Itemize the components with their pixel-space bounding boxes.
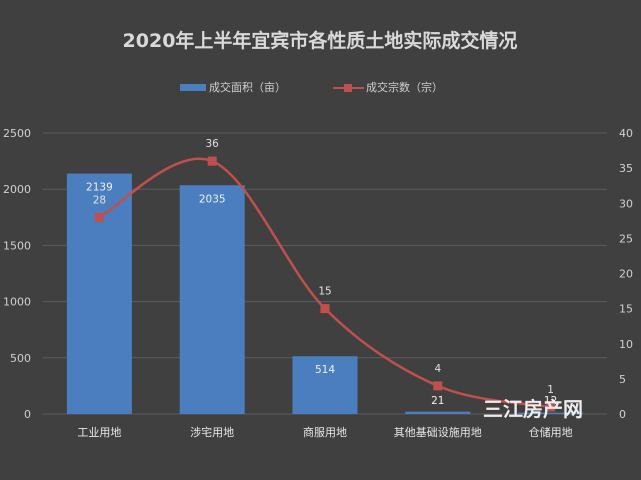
bar-data-label: 514 — [315, 364, 335, 376]
bar-data-label: 2139 — [86, 182, 113, 194]
line-data-label: 36 — [206, 138, 220, 150]
line-point — [546, 402, 556, 412]
line-series — [94, 156, 556, 412]
category-label: 其他基础设施用地 — [394, 426, 482, 439]
right-tick-label: 25 — [619, 232, 633, 245]
category-label: 涉宅用地 — [190, 425, 234, 439]
left-tick-label: 1500 — [3, 239, 31, 252]
bar — [518, 412, 584, 414]
left-tick-label: 500 — [10, 352, 31, 365]
right-tick-label: 0 — [619, 408, 626, 421]
line-point — [207, 156, 217, 166]
left-tick-label: 2000 — [3, 183, 31, 196]
legend: 成交面积（亩） 成交宗数（宗） — [180, 80, 443, 94]
bar-data-label: 2035 — [199, 193, 226, 205]
right-tick-label: 5 — [619, 373, 626, 386]
right-tick-label: 10 — [619, 338, 633, 351]
left-axis: 0 500 1000 1500 2000 2500 — [3, 127, 31, 421]
right-tick-label: 35 — [619, 162, 633, 175]
line-data-label: 15 — [318, 286, 331, 298]
legend-bar-label: 成交面积（亩） — [209, 80, 286, 94]
right-tick-label: 20 — [619, 268, 633, 281]
line-point — [94, 212, 104, 222]
right-axis: 0 5 10 15 20 25 30 35 40 — [619, 127, 633, 421]
bar — [66, 173, 132, 414]
bar-series — [66, 173, 584, 414]
left-tick-label: 2500 — [3, 127, 31, 140]
watermark: 三江房产网 — [483, 397, 583, 421]
bar-data-label: 21 — [431, 395, 444, 407]
legend-line-marker — [344, 84, 352, 92]
category-label: 工业用地 — [77, 426, 121, 439]
left-tick-label: 0 — [24, 408, 31, 421]
legend-bar-swatch — [180, 84, 206, 91]
line-data-label: 1 — [547, 384, 554, 396]
line-data-label: 28 — [93, 194, 106, 206]
category-axis: 工业用地 涉宅用地 商服用地 其他基础设施用地 仓储用地 — [77, 425, 572, 439]
category-label: 商服用地 — [303, 425, 347, 439]
legend-line-label: 成交宗数（宗） — [366, 80, 443, 94]
line-data-labels: 28 36 15 4 1 — [93, 138, 554, 396]
category-label: 仓储用地 — [529, 425, 573, 439]
bar — [179, 185, 245, 414]
series-line — [98, 157, 551, 409]
right-tick-label: 40 — [619, 127, 633, 140]
chart-title: 2020年上半年宜宾市各性质土地实际成交情况 — [123, 29, 518, 52]
left-tick-label: 1000 — [3, 296, 31, 309]
right-tick-label: 30 — [619, 197, 633, 210]
line-point — [320, 304, 330, 314]
line-data-label: 4 — [434, 363, 441, 375]
line-point — [433, 381, 443, 391]
bar — [405, 411, 471, 414]
right-tick-label: 15 — [619, 303, 633, 316]
bar — [292, 356, 358, 414]
